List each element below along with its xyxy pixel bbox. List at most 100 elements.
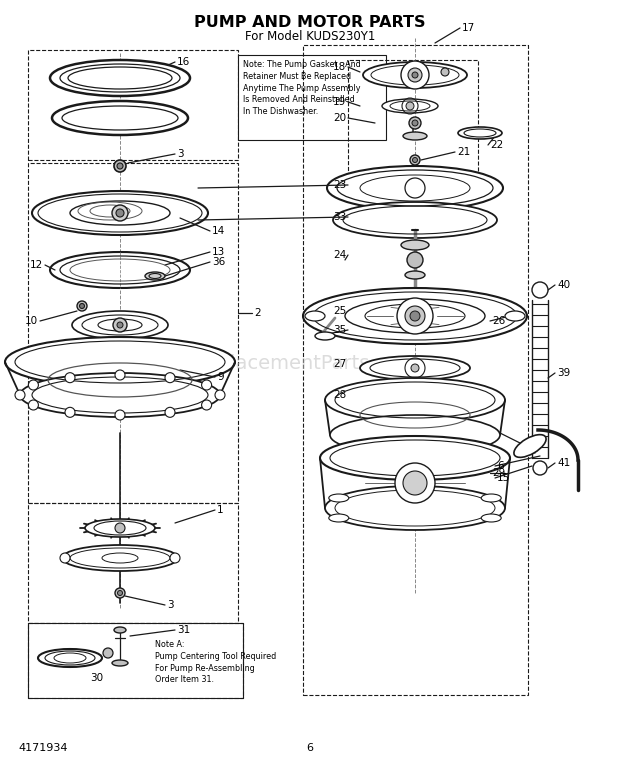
Ellipse shape: [303, 288, 527, 344]
Text: 36: 36: [212, 257, 225, 267]
Circle shape: [407, 252, 423, 268]
Ellipse shape: [458, 127, 502, 139]
Ellipse shape: [315, 332, 335, 340]
Ellipse shape: [5, 337, 235, 387]
Circle shape: [165, 373, 175, 383]
Text: 25: 25: [333, 306, 346, 316]
Circle shape: [410, 311, 420, 321]
Ellipse shape: [329, 514, 349, 522]
Text: 17: 17: [462, 23, 476, 33]
Text: 31: 31: [177, 625, 190, 635]
Bar: [28, 623, 243, 698]
Ellipse shape: [50, 60, 190, 96]
Circle shape: [29, 400, 38, 410]
Circle shape: [15, 390, 25, 400]
Circle shape: [114, 160, 126, 172]
Circle shape: [117, 163, 123, 169]
Ellipse shape: [333, 202, 497, 238]
Bar: [238, 55, 386, 140]
Ellipse shape: [70, 201, 170, 225]
Text: 16: 16: [177, 57, 190, 67]
Circle shape: [117, 322, 123, 328]
Ellipse shape: [505, 311, 525, 321]
Ellipse shape: [481, 494, 501, 502]
Bar: [28, 163, 238, 503]
Circle shape: [115, 588, 125, 598]
Text: 29: 29: [492, 468, 505, 478]
Text: 19: 19: [333, 97, 346, 107]
Text: 10: 10: [25, 316, 38, 326]
Text: 13: 13: [212, 247, 225, 257]
Text: eReplacementParts.com: eReplacementParts.com: [182, 353, 418, 373]
Ellipse shape: [329, 494, 349, 502]
Circle shape: [412, 157, 417, 163]
Circle shape: [65, 408, 75, 417]
Ellipse shape: [514, 435, 546, 457]
Ellipse shape: [320, 436, 510, 480]
Circle shape: [408, 68, 422, 82]
Circle shape: [533, 461, 547, 475]
Ellipse shape: [20, 373, 220, 417]
Text: Note A:
Pump Centering Tool Required
For Pump Re-Assembling
Order Item 31.: Note A: Pump Centering Tool Required For…: [155, 640, 277, 685]
Text: 39: 39: [557, 368, 570, 378]
Text: 23: 23: [333, 180, 346, 190]
Text: 28: 28: [333, 390, 346, 400]
Circle shape: [409, 117, 421, 129]
Circle shape: [115, 410, 125, 420]
Ellipse shape: [112, 660, 128, 666]
Circle shape: [118, 591, 123, 595]
Circle shape: [397, 298, 433, 334]
Circle shape: [103, 648, 113, 658]
Ellipse shape: [305, 311, 325, 321]
Circle shape: [411, 364, 419, 372]
Text: 18: 18: [333, 62, 346, 72]
Ellipse shape: [360, 356, 470, 380]
Text: 24: 24: [333, 250, 346, 260]
Circle shape: [115, 370, 125, 380]
Circle shape: [412, 72, 418, 78]
Circle shape: [412, 120, 418, 126]
Circle shape: [116, 209, 124, 217]
Ellipse shape: [50, 252, 190, 288]
Circle shape: [165, 408, 175, 417]
Ellipse shape: [72, 311, 168, 339]
Circle shape: [401, 61, 429, 89]
Bar: [303, 45, 528, 695]
Text: 1: 1: [217, 505, 224, 515]
Text: 6: 6: [497, 461, 503, 471]
Text: 21: 21: [457, 147, 470, 157]
Circle shape: [65, 373, 75, 383]
Ellipse shape: [382, 99, 438, 113]
Bar: [28, 50, 238, 160]
Ellipse shape: [327, 166, 503, 210]
Text: 20: 20: [333, 113, 346, 123]
Ellipse shape: [85, 519, 155, 537]
Circle shape: [202, 400, 211, 410]
Ellipse shape: [401, 240, 429, 250]
Circle shape: [405, 178, 425, 198]
Ellipse shape: [363, 62, 467, 88]
Ellipse shape: [330, 415, 500, 455]
Text: 41: 41: [557, 458, 570, 468]
Ellipse shape: [405, 271, 425, 279]
Ellipse shape: [52, 101, 188, 135]
Circle shape: [60, 553, 70, 563]
Ellipse shape: [481, 514, 501, 522]
Circle shape: [395, 463, 435, 503]
Ellipse shape: [62, 545, 178, 571]
Circle shape: [170, 553, 180, 563]
Circle shape: [405, 306, 425, 326]
Text: 27: 27: [333, 359, 346, 369]
Text: PUMP AND MOTOR PARTS: PUMP AND MOTOR PARTS: [194, 15, 426, 30]
Circle shape: [403, 471, 427, 495]
Text: 6: 6: [306, 743, 314, 753]
Bar: [28, 623, 243, 698]
Ellipse shape: [38, 649, 102, 667]
Ellipse shape: [325, 486, 505, 530]
Text: 26: 26: [492, 316, 505, 326]
Text: 3: 3: [167, 600, 174, 610]
Circle shape: [215, 390, 225, 400]
Text: 4171934: 4171934: [18, 743, 68, 753]
Text: 9: 9: [217, 372, 224, 382]
Text: For Model KUDS230Y1: For Model KUDS230Y1: [245, 30, 375, 43]
